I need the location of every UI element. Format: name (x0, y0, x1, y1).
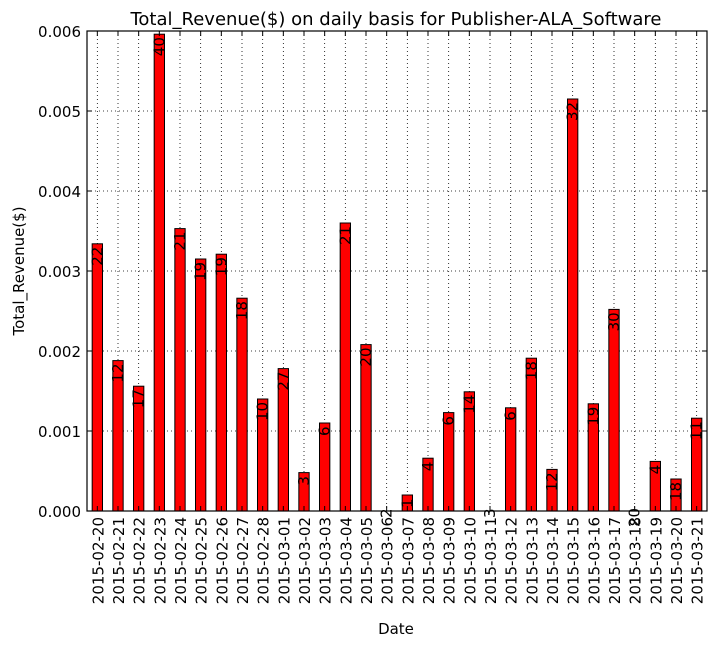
x-tick-label: 2015-02-20 (89, 517, 107, 604)
bar (91, 243, 103, 512)
bar (195, 258, 207, 512)
bar-value-label: 40 (150, 37, 168, 56)
y-tick-label: 0.000 (38, 503, 81, 521)
x-tick-label: 2015-03-19 (647, 517, 665, 604)
bar-value-label: 6 (440, 416, 458, 426)
x-tick-label: 2015-02-24 (172, 517, 190, 604)
x-tick-label: 2015-03-05 (358, 517, 376, 604)
bar-value-label: 2 (378, 508, 396, 518)
bar-value-label: 27 (274, 372, 292, 391)
bar (360, 344, 372, 512)
x-tick-label: 2015-02-23 (151, 517, 169, 604)
bar (339, 222, 351, 512)
x-ticks: 2015-02-20 2015-02-21 2015-02-22 2015-02-23… (89, 31, 707, 604)
bar-value-label: 30 (605, 312, 623, 331)
bar (505, 407, 517, 512)
x-tick-label: 2015-03-03 (317, 517, 335, 604)
bar-value-label: 6 (502, 411, 520, 421)
y-tick-label: 0.001 (38, 423, 81, 441)
x-tick-label: 2015-03-21 (689, 517, 707, 604)
chart-title: Total_Revenue($) on daily basis for Publ… (129, 9, 661, 30)
x-tick-label: 2015-03-18 (627, 517, 645, 604)
bar-value-label: 32 (564, 102, 582, 121)
bar-value-label: 3 (481, 508, 499, 518)
bar-value-label: 3 (295, 476, 313, 486)
bar-value-label: 1 (398, 498, 416, 508)
y-tick-label: 0.005 (38, 103, 81, 121)
bar-value-label: 22 (88, 247, 106, 266)
bar-value-label: 19 (584, 407, 602, 426)
bar-value-label: 20 (626, 508, 644, 527)
bar-value-label: 17 (130, 389, 148, 408)
bar-value-label: 19 (212, 257, 230, 276)
bar (174, 228, 186, 512)
x-tick-label: 2015-03-09 (441, 517, 459, 604)
bar (443, 412, 455, 512)
bar-value-label: 14 (460, 395, 478, 414)
bar-value-label: 18 (233, 301, 251, 320)
bar-value-label: 12 (109, 364, 127, 383)
bar-value-label: 20 (357, 348, 375, 367)
x-tick-label: 2015-03-17 (606, 517, 624, 604)
bar (236, 297, 248, 512)
x-tick-label: 2015-03-02 (296, 517, 314, 604)
bar-value-label: 10 (254, 402, 272, 421)
bar (608, 308, 620, 512)
bar-value-label: 4 (646, 465, 664, 475)
plot-frame (86, 30, 708, 512)
x-tick-label: 2015-03-20 (668, 517, 686, 604)
x-tick-label: 2015-03-14 (544, 517, 562, 604)
y-tick-label: 0.004 (38, 183, 81, 201)
bar-value-label: 6 (316, 426, 334, 436)
bar-value-label: 18 (522, 361, 540, 380)
x-tick-label: 2015-03-10 (461, 517, 479, 604)
y-tick-label: 0.002 (38, 343, 81, 361)
y-tick-label: 0.006 (38, 23, 81, 41)
x-tick-label: 2015-03-11 (482, 517, 500, 604)
x-tick-label: 2015-03-15 (565, 517, 583, 604)
x-tick-label: 2015-03-16 (585, 517, 603, 604)
bar-value-label: 12 (543, 472, 561, 491)
x-tick-label: 2015-02-25 (193, 517, 211, 604)
y-ticks: 0.000 0.001 0.002 0.003 0.004 0.005 0.006 (38, 23, 707, 521)
bar-value-label: 18 (667, 482, 685, 501)
bars (91, 33, 703, 512)
x-axis-label: Date (378, 620, 414, 638)
bar (567, 98, 579, 512)
x-tick-label: 2015-03-01 (275, 517, 293, 604)
y-axis-label: Total_Revenue($) (10, 206, 29, 336)
bar (215, 253, 228, 512)
x-tick-label: 2015-02-28 (255, 517, 273, 604)
x-tick-label: 2015-03-13 (523, 517, 541, 604)
x-tick-label: 2015-03-06 (379, 517, 397, 604)
bar-value-label: 21 (336, 226, 354, 245)
x-tick-label: 2015-02-26 (213, 517, 231, 604)
bar-value-label: 21 (171, 232, 189, 251)
x-tick-label: 2015-02-21 (110, 517, 128, 604)
x-tick-label: 2015-02-27 (234, 517, 252, 604)
x-tick-label: 2015-03-07 (399, 517, 417, 604)
bar-value-label: 4 (419, 462, 437, 472)
x-tick-label: 2015-03-12 (503, 517, 521, 604)
y-tick-label: 0.003 (38, 263, 81, 281)
bar-value-label: 11 (688, 421, 706, 440)
bar-value-label: 19 (192, 262, 210, 281)
x-tick-label: 2015-03-08 (420, 517, 438, 604)
x-tick-label: 2015-03-04 (337, 517, 355, 604)
x-tick-label: 2015-02-22 (131, 517, 149, 604)
bar (153, 33, 166, 512)
